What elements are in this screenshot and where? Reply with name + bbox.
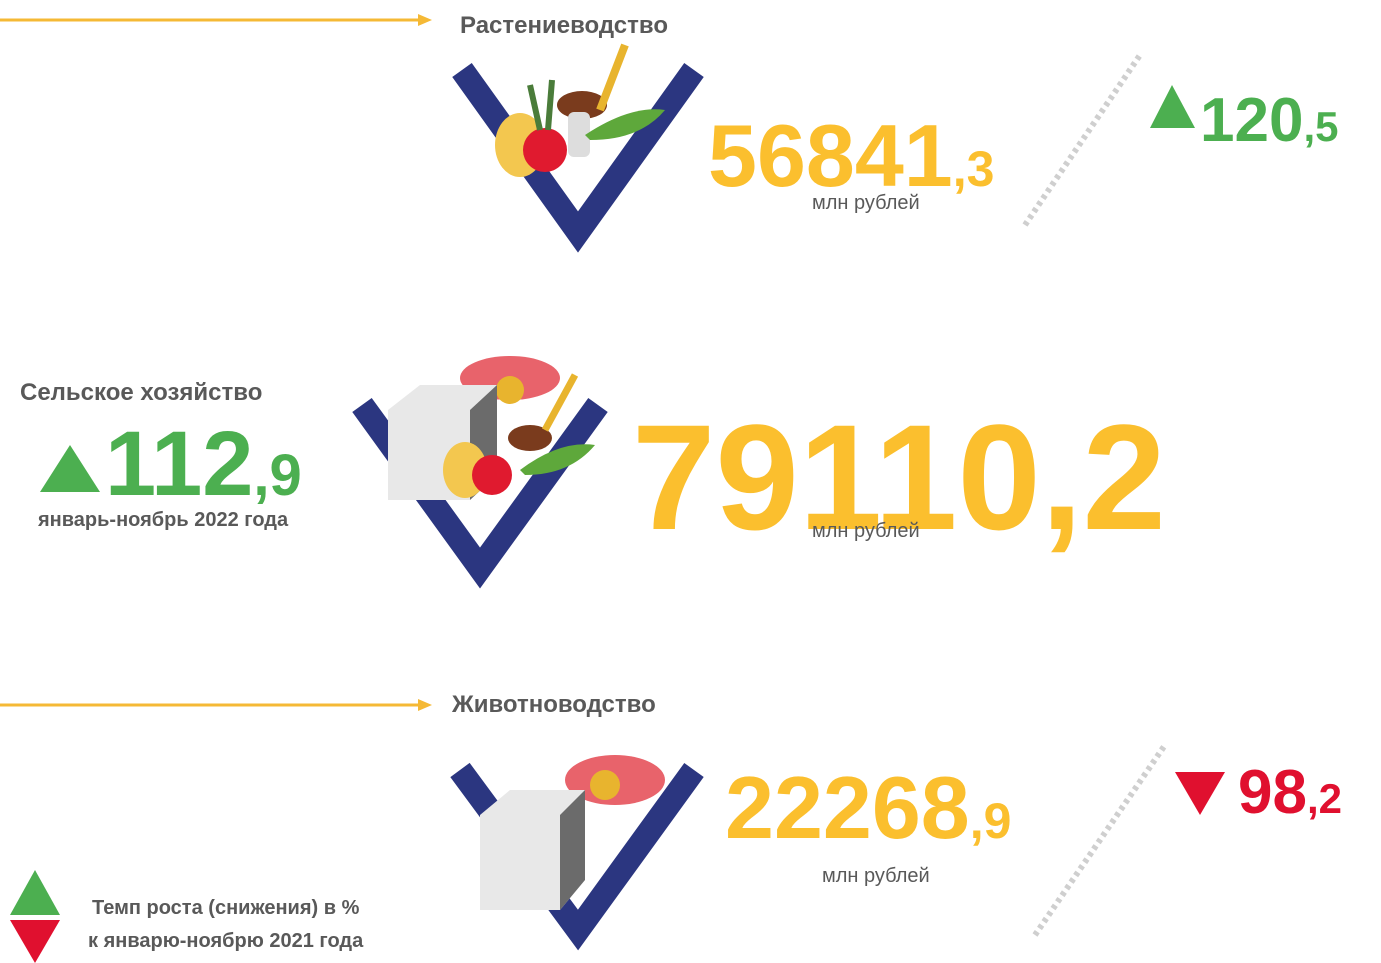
infographic: Растениеводство 56841,3 млн рублей 120,5…	[0, 0, 1381, 963]
value-frac: ,9	[970, 793, 1012, 849]
growth-int: 112	[105, 413, 253, 515]
section-title: Животноводство	[452, 693, 656, 717]
growth: 112,9	[105, 418, 302, 510]
growth-frac: ,2	[1307, 775, 1342, 822]
up-triangle	[40, 445, 100, 492]
growth-frac: ,9	[253, 443, 301, 508]
chicken-icon	[590, 770, 620, 800]
value: 56841,3	[708, 112, 994, 200]
arrow-head	[418, 14, 432, 26]
value-int: 22268	[725, 758, 970, 857]
separator	[1035, 745, 1165, 935]
up-triangle	[1150, 85, 1195, 128]
unit: млн рублей	[812, 192, 920, 215]
beet-icon	[472, 455, 512, 495]
value: 22268,9	[725, 764, 1011, 852]
period: январь-ноябрь 2022 года	[38, 510, 288, 530]
down-triangle	[1175, 772, 1225, 815]
legend-up	[10, 870, 60, 915]
growth-frac: ,5	[1303, 103, 1338, 150]
arrow-head	[418, 699, 432, 711]
growth: 98,2	[1238, 762, 1342, 824]
section-title: Сельское хозяйство	[20, 381, 262, 405]
beet-icon	[523, 128, 567, 172]
legend-text: к январю-ноябрю 2021 года	[88, 931, 363, 951]
unit: млн рублей	[812, 520, 920, 543]
section-title: Растениеводство	[460, 14, 668, 38]
chicken-icon	[496, 376, 524, 404]
growth-int: 98	[1238, 758, 1307, 827]
value-frac: ,2	[1041, 393, 1166, 561]
unit: млн рублей	[822, 865, 930, 888]
value-int: 56841	[708, 106, 953, 205]
wheat-icon	[600, 45, 625, 110]
legend-down	[10, 920, 60, 963]
legend-text: Темп роста (снижения) в %	[92, 898, 359, 918]
growth: 120,5	[1200, 90, 1338, 152]
separator	[1025, 55, 1140, 225]
value-frac: ,3	[953, 141, 995, 197]
growth-int: 120	[1200, 86, 1303, 155]
